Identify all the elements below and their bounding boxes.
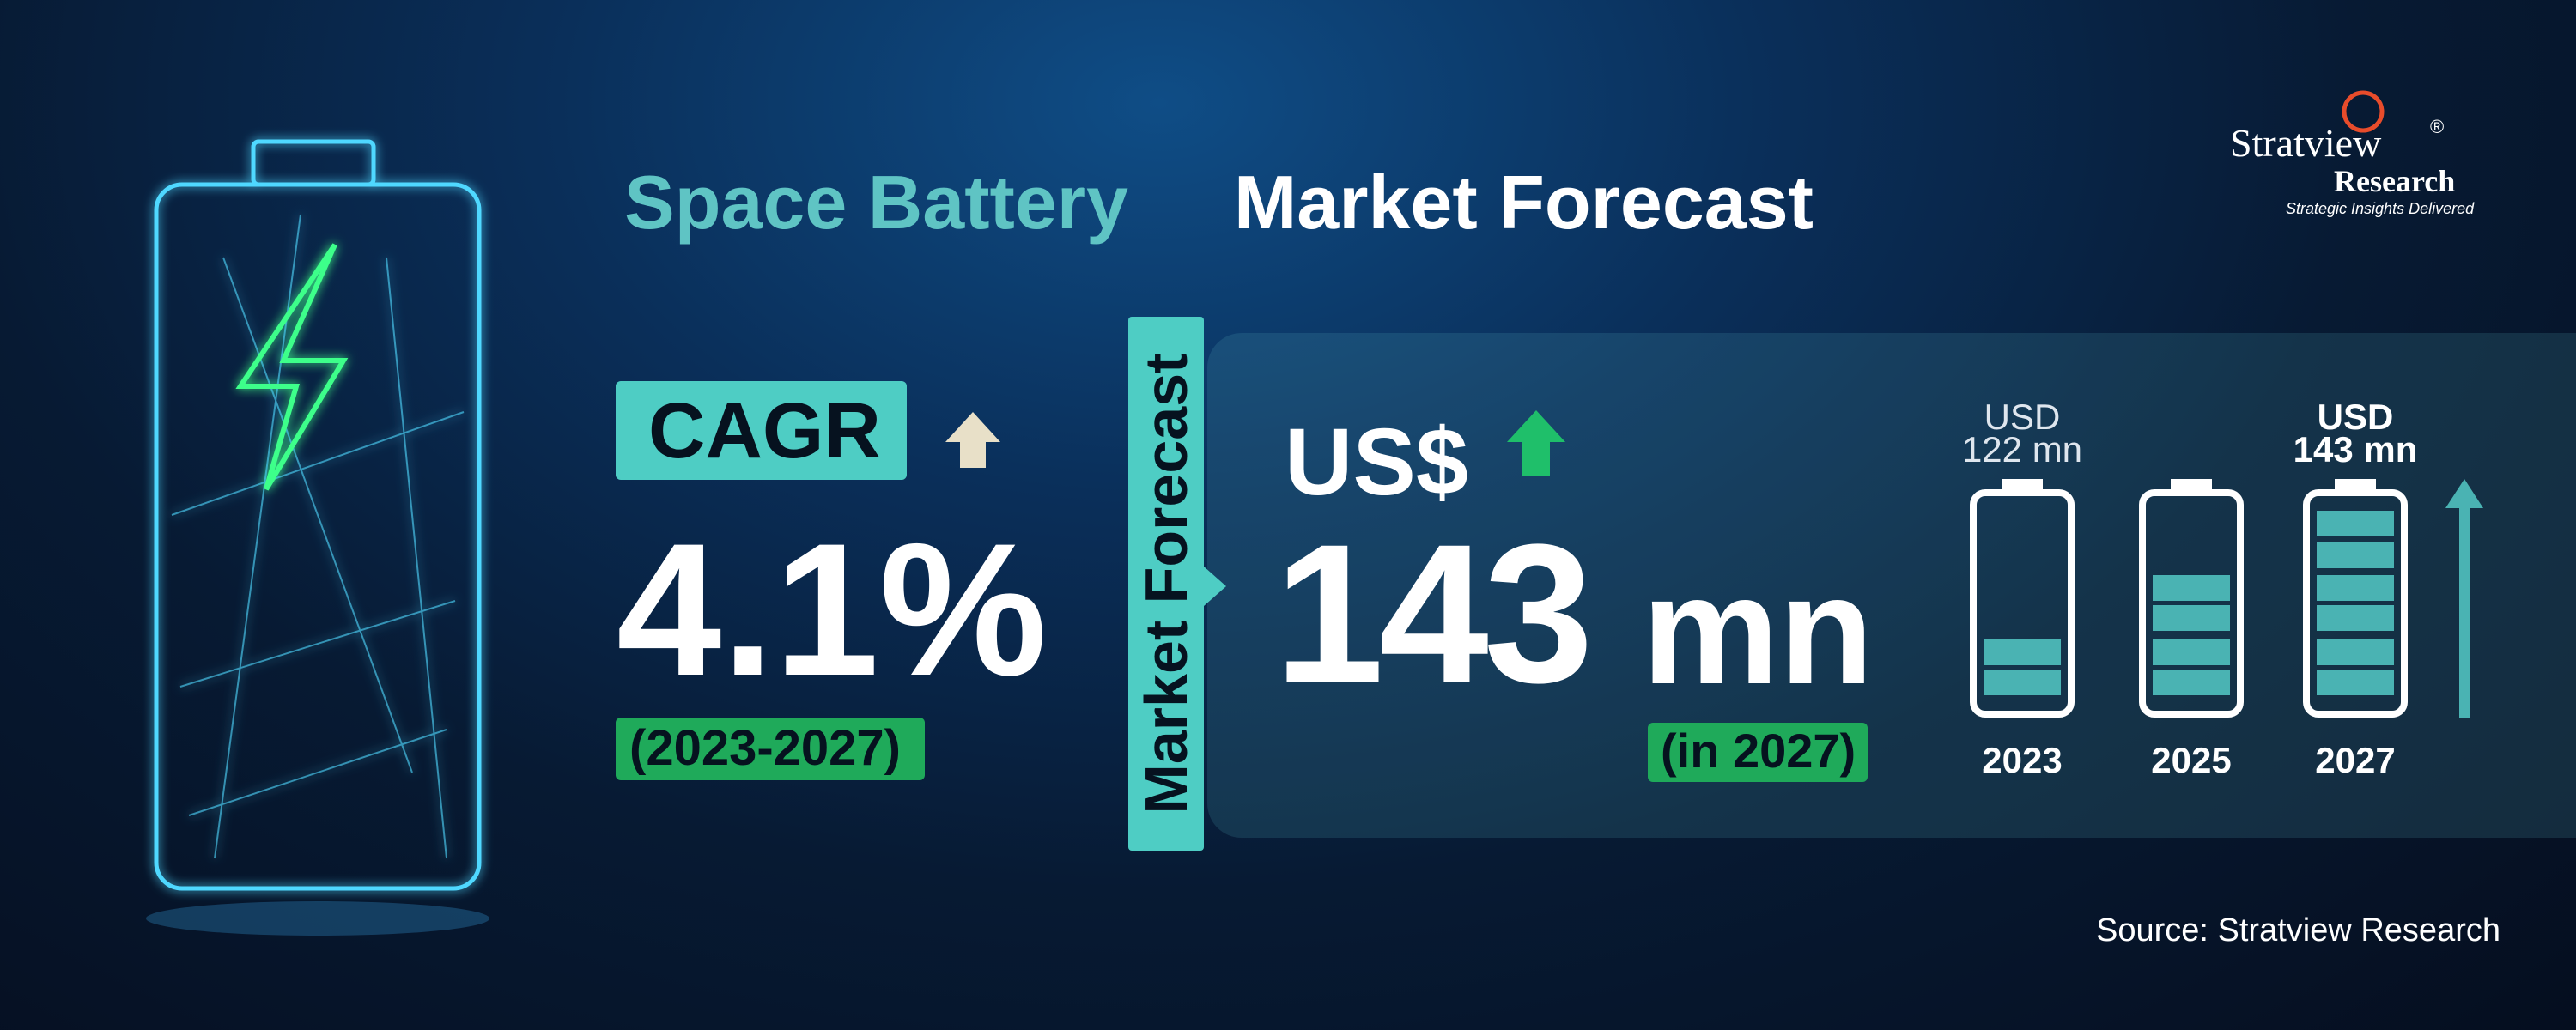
logo-name: Stratview xyxy=(2230,121,2382,165)
side-box xyxy=(1128,317,1204,851)
battery-top: USD xyxy=(2317,397,2394,437)
forecast-note: (in 2027) xyxy=(1661,724,1856,778)
battery-year: 2025 xyxy=(2151,740,2232,780)
up-arrow xyxy=(945,412,1000,468)
battery-bottom: 122 mn xyxy=(1961,429,2083,470)
period-box xyxy=(616,718,925,780)
cagr-box xyxy=(616,381,907,480)
pointer xyxy=(1204,566,1226,606)
currency: US$ xyxy=(1285,409,1468,515)
battery-bottom: 143 mn xyxy=(2293,429,2418,470)
glow xyxy=(146,901,489,936)
logo-sub: Research xyxy=(2334,164,2456,198)
trend-arrow-head xyxy=(2445,479,2483,508)
cagr-value: 4.1% xyxy=(617,504,1048,715)
battery-year: 2027 xyxy=(2315,740,2396,780)
battery-illustration xyxy=(154,139,482,891)
cagr-period: (2023-2027) xyxy=(629,720,901,776)
battery-top: USD xyxy=(1984,397,2061,437)
logo-icon xyxy=(2342,90,2385,133)
up-arrow xyxy=(1507,410,1565,476)
forecast-value: 143 xyxy=(1274,503,1594,724)
cagr-label: CAGR xyxy=(648,387,881,475)
battery-icons xyxy=(1970,479,2408,718)
logo-mark: ® xyxy=(2430,116,2445,137)
battery-year: 2023 xyxy=(1982,740,2063,780)
title-part: Space Battery xyxy=(624,160,1128,245)
source: Source: Stratview Research xyxy=(2096,912,2500,948)
title-part: Market Forecast xyxy=(1234,160,1814,245)
logo-tagline: Strategic Insights Delivered xyxy=(2286,200,2475,217)
battery-levels xyxy=(1984,511,2394,695)
forecast-unit: mn xyxy=(1642,544,1874,717)
side-label: Market Forecast xyxy=(1133,353,1200,815)
note-box xyxy=(1648,723,1868,782)
